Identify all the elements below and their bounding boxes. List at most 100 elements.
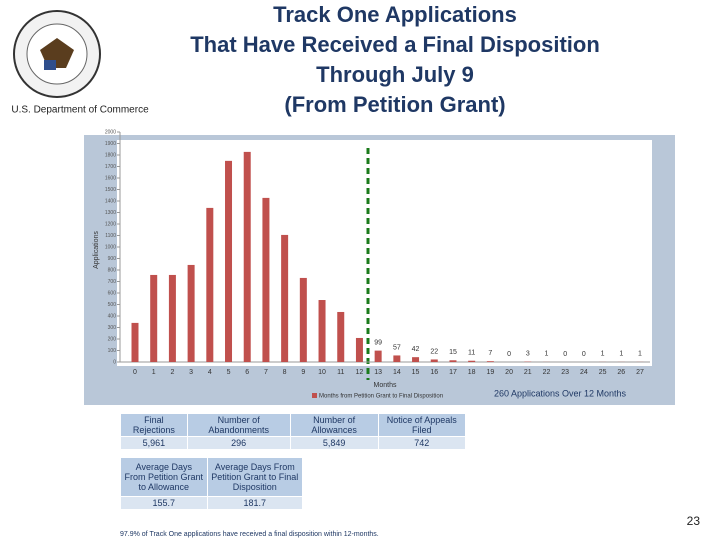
bar [412, 357, 420, 362]
y-tick-label: 500 [108, 302, 117, 308]
y-tick-label: 1400 [105, 198, 116, 204]
x-tick-label: 19 [486, 369, 494, 376]
data-label: 1 [545, 351, 549, 358]
y-tick-label: 1000 [105, 244, 116, 250]
annotation: 260 Applications Over 12 Months [494, 388, 627, 398]
bar [299, 277, 307, 362]
data-label: 0 [507, 351, 511, 358]
data-label: 1 [638, 351, 642, 358]
bar [206, 207, 214, 362]
x-tick-label: 14 [393, 369, 401, 376]
table-cell: 155.7 [120, 496, 208, 510]
x-tick-label: 12 [356, 369, 364, 376]
bar [374, 350, 382, 362]
x-tick-label: 21 [524, 369, 532, 376]
x-tick-label: 1 [152, 369, 156, 376]
bar [468, 360, 476, 362]
table-header: Number of Allowances [289, 413, 379, 437]
y-tick-label: 1600 [105, 175, 116, 181]
y-tick-label: 600 [108, 290, 117, 296]
x-tick-label: 2 [170, 369, 174, 376]
table-cell: 742 [377, 436, 467, 450]
y-tick-label: 800 [108, 267, 117, 273]
x-tick-label: 20 [505, 369, 513, 376]
y-tick-label: 1800 [105, 152, 116, 158]
x-tick-label: 7 [264, 369, 268, 376]
bar [393, 355, 401, 362]
x-tick-label: 11 [337, 369, 344, 376]
bar [318, 300, 326, 362]
table-cell: 5,961 [120, 436, 188, 450]
bar [281, 234, 289, 362]
x-tick-label: 0 [133, 369, 137, 376]
x-tick-label: 5 [227, 369, 231, 376]
y-tick-label: 300 [108, 325, 117, 331]
data-label: 1 [601, 351, 605, 358]
y-tick-label: 200 [108, 336, 117, 342]
bar [150, 274, 158, 362]
y-tick-label: 700 [108, 279, 117, 285]
title-line: (From Petition Grant) [284, 92, 505, 117]
bar [168, 274, 176, 362]
x-tick-label: 9 [301, 369, 305, 376]
page-number: 23 [687, 514, 701, 528]
y-tick-label: 2000 [105, 129, 116, 135]
data-label: 3 [526, 350, 530, 357]
x-tick-label: 15 [412, 369, 420, 376]
title: Track One Applications That Have Received… [190, 2, 600, 117]
table-header: Average Days From Petition Grant to Allo… [120, 457, 208, 497]
data-label: 15 [449, 349, 457, 356]
x-tick-label: 8 [283, 369, 287, 376]
table-header: Number of Abandonments [186, 413, 291, 437]
bar [337, 311, 345, 362]
y-tick-label: 100 [108, 348, 117, 354]
table-cell: 5,849 [289, 436, 379, 450]
table-2: Average Days From Petition Grant to Allo… [120, 457, 304, 510]
y-tick-label: 400 [108, 313, 117, 319]
x-tick-label: 25 [599, 369, 607, 376]
data-label: 0 [563, 351, 567, 358]
x-tick-label: 27 [636, 369, 644, 376]
table-header: Final Rejections [120, 413, 188, 437]
x-tick-label: 18 [468, 369, 476, 376]
y-tick-label: 1700 [105, 164, 116, 170]
table-header: Notice of Appeals Filed [377, 413, 467, 437]
data-label: 11 [468, 350, 475, 357]
y-axis-label: Applications [93, 231, 100, 269]
title-line: Through July 9 [316, 62, 474, 87]
data-label: 22 [430, 348, 438, 355]
table-1: Final Rejections Number of Abandonments Nu… [120, 413, 467, 450]
footnote: 97.9% of Track One applications have rec… [120, 531, 379, 538]
title-line: Track One Applications [273, 2, 517, 27]
x-tick-label: 10 [318, 369, 326, 376]
x-tick-label: 24 [580, 369, 588, 376]
x-tick-label: 17 [449, 369, 457, 376]
data-label: 7 [488, 350, 492, 357]
x-tick-label: 6 [245, 369, 249, 376]
y-tick-label: 900 [108, 256, 117, 262]
y-tick-label: 0 [113, 359, 116, 365]
bar [430, 359, 438, 362]
title-line: That Have Received a Final Disposition [190, 32, 600, 57]
x-tick-label: 3 [189, 369, 193, 376]
bar [355, 337, 363, 362]
x-tick-label: 4 [208, 369, 212, 376]
data-label: 99 [374, 339, 382, 346]
bar [131, 322, 139, 362]
x-tick-label: 13 [374, 369, 382, 376]
data-label: 0 [582, 351, 586, 358]
legend-label: Months from Petition Grant to Final Disp… [319, 394, 443, 400]
data-label: 42 [412, 346, 420, 353]
department: U.S. Department of Commerce [11, 105, 149, 116]
table-cell: 296 [186, 436, 291, 450]
y-tick-label: 1100 [105, 233, 116, 239]
bar [187, 264, 195, 362]
x-axis-label: Months [374, 382, 397, 389]
data-label: 57 [393, 344, 401, 351]
chart: 0100200300400500600700800900100011001200… [93, 129, 650, 400]
bar [225, 160, 233, 362]
bar [262, 197, 270, 362]
bar [449, 360, 457, 362]
